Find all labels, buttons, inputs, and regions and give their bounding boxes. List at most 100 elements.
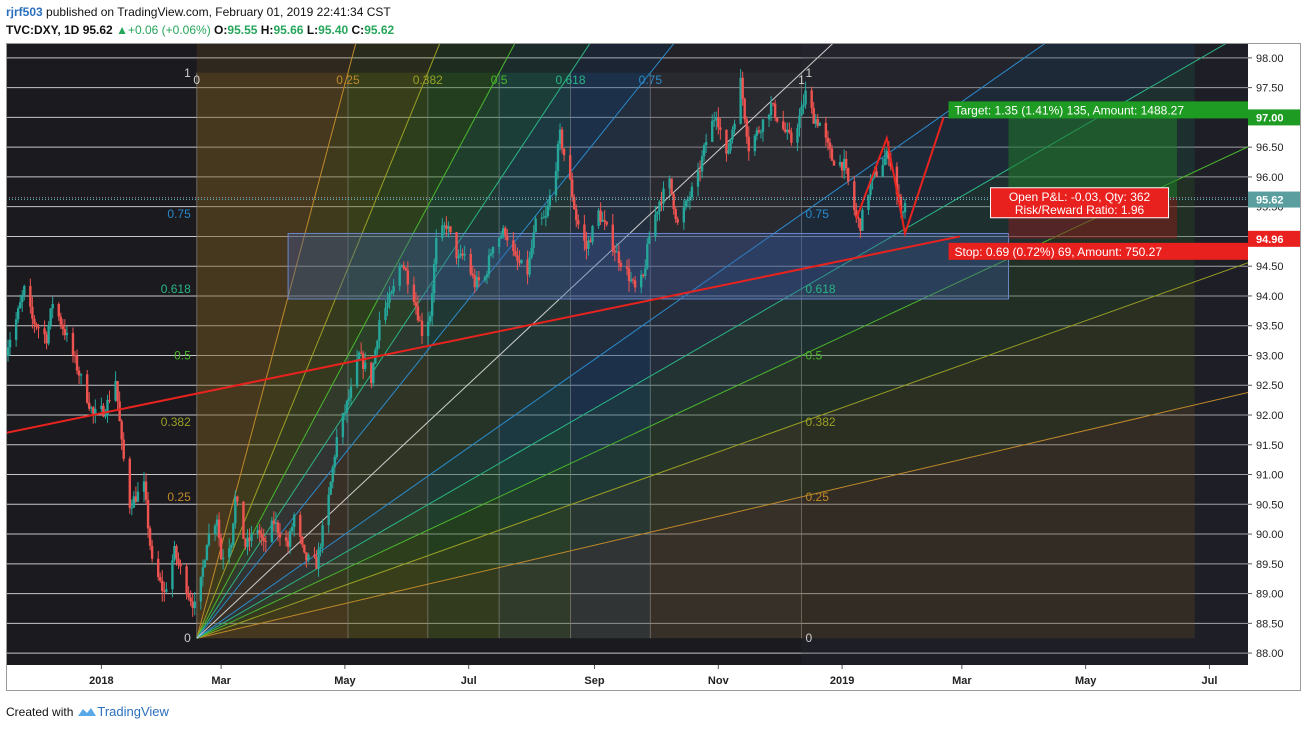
candle-body	[684, 200, 688, 208]
gann-fan-line	[196, 43, 1047, 639]
candle-body	[739, 77, 742, 124]
pnl-label: Open P&L: -0.03, Qty: 362	[1009, 190, 1151, 204]
candle-body	[611, 224, 614, 251]
gann-top-label: 1	[798, 73, 805, 87]
candle-body	[885, 150, 888, 159]
author-link[interactable]: rjrf503	[6, 5, 43, 19]
gann-right-label: 0.618	[806, 282, 836, 296]
candle-body	[244, 538, 247, 548]
candle-body	[725, 129, 728, 154]
candle-body	[477, 277, 481, 281]
candle-body	[179, 563, 182, 567]
candle-body	[696, 170, 700, 187]
candle-body	[676, 219, 679, 223]
candle-body	[331, 467, 334, 483]
gann-fan-line	[196, 43, 357, 639]
candle-body	[568, 155, 572, 180]
x-tick-label: Sep	[584, 675, 604, 687]
candle-body	[853, 181, 856, 211]
gann-left-label: 0.75	[167, 207, 191, 221]
y-axis: 98.0097.5097.0096.5096.0095.5095.0094.50…	[1248, 43, 1301, 665]
gann-right-label: 0.75	[806, 207, 830, 221]
symbol-label[interactable]: TVC:DXY, 1D	[6, 23, 80, 37]
candle-body	[674, 209, 677, 220]
candle-body	[642, 274, 645, 277]
candle-body	[215, 519, 219, 526]
candle-body	[497, 238, 501, 247]
candle-body	[16, 308, 20, 320]
candle-body	[217, 519, 221, 539]
candle-body	[771, 103, 775, 105]
candle-body	[591, 226, 594, 243]
gann-left-label: 0.25	[167, 490, 191, 504]
candle-body	[116, 380, 119, 402]
candle-body	[357, 352, 361, 360]
candle-body	[319, 546, 322, 549]
candle-body	[804, 90, 807, 105]
candle-body	[627, 268, 631, 282]
candle-body	[688, 197, 692, 201]
candle-body	[65, 332, 69, 336]
candle-body	[548, 195, 552, 206]
candle-body	[818, 122, 821, 126]
candle-body	[150, 545, 154, 559]
candle-body	[512, 240, 515, 251]
candle-body	[554, 171, 558, 196]
candle-body	[670, 178, 673, 194]
x-tick-label: May	[1075, 675, 1097, 687]
candle-body	[400, 265, 403, 267]
candle-body	[171, 560, 174, 590]
gann-top-label: 0.618	[555, 73, 585, 87]
candle-body	[686, 200, 690, 202]
gann-fan-line	[196, 43, 675, 639]
candle-body	[469, 253, 472, 274]
candle-body	[867, 194, 870, 210]
candle-body	[861, 209, 864, 231]
candle-body	[219, 538, 223, 560]
candle-body	[514, 250, 517, 256]
candle-body	[798, 115, 801, 128]
x-tick-label: Jul	[1201, 675, 1217, 687]
y-tick-label: 90.00	[1256, 529, 1284, 541]
candle-body	[542, 217, 545, 219]
x-tick-label: Mar	[952, 675, 972, 687]
candle-body	[234, 496, 237, 524]
candle-body	[412, 284, 416, 302]
y-tick-label: 91.50	[1256, 440, 1284, 452]
up-arrow-icon: ▲	[116, 23, 128, 37]
candle-body	[85, 374, 89, 403]
y-tick-label: 92.00	[1256, 410, 1284, 422]
candle-body	[814, 119, 817, 124]
candle-body	[463, 253, 466, 256]
candle-body	[305, 552, 308, 561]
candle-body	[420, 320, 424, 336]
candle-body	[185, 566, 188, 594]
tradingview-brand[interactable]: TradingView	[97, 704, 169, 719]
candle-body	[741, 77, 744, 99]
candle-body	[713, 120, 716, 122]
candle-body	[37, 327, 40, 329]
candle-body	[457, 256, 460, 259]
candle-body	[704, 141, 708, 145]
candle-body	[359, 352, 363, 354]
y-tick-label: 94.50	[1256, 261, 1284, 273]
candle-body	[719, 127, 722, 130]
candle-body	[47, 325, 50, 344]
candle-body	[499, 235, 503, 239]
x-tick-label: Mar	[211, 675, 231, 687]
candle-body	[530, 247, 533, 258]
candle-body	[418, 320, 422, 322]
candle-body	[258, 530, 261, 535]
candle-body	[173, 546, 176, 561]
candle-body	[364, 362, 367, 369]
candle-body	[146, 499, 150, 529]
price-chart[interactable]: 0 0 0.25 0.25 0.382 0.382 0.5 0.5 0.618 0.618 0.75…	[6, 43, 1301, 691]
candle-body	[617, 251, 621, 263]
candle-body	[201, 567, 205, 577]
y-tick-label: 96.00	[1256, 172, 1284, 184]
candle-body	[631, 279, 635, 281]
footer: Created with TradingView	[6, 704, 169, 719]
candle-body	[430, 293, 434, 317]
candle-body	[682, 207, 686, 223]
candle-body	[104, 415, 107, 417]
